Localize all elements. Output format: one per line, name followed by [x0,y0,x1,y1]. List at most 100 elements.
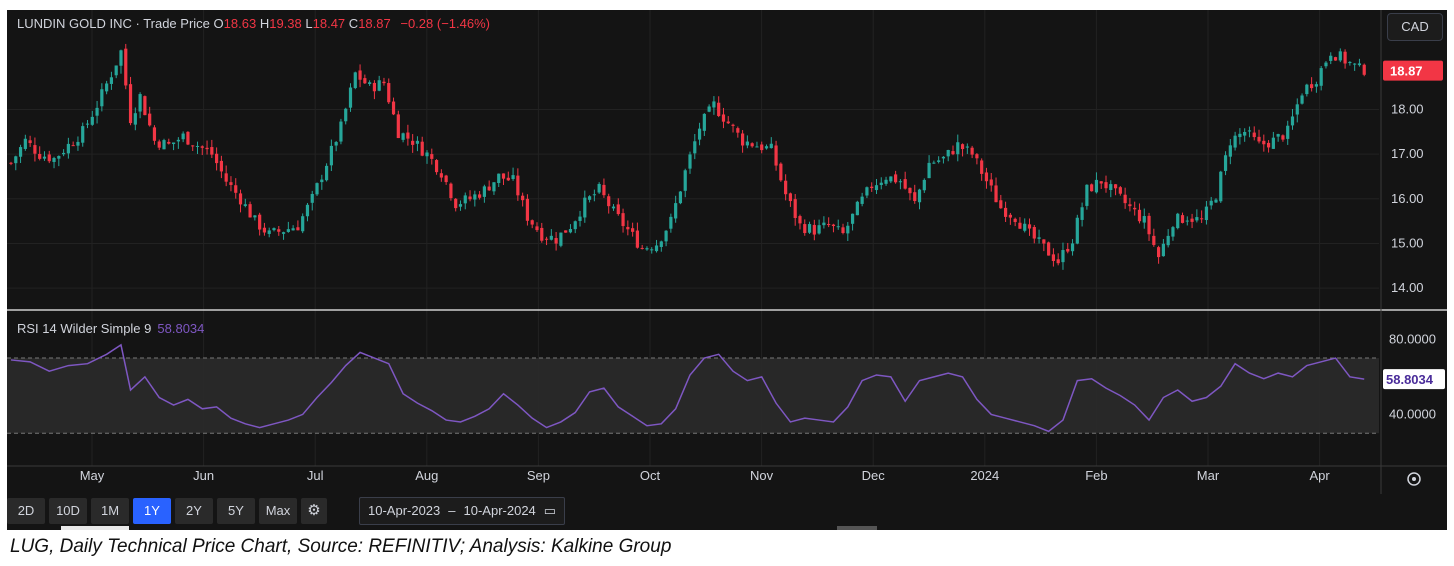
candle-body [740,133,745,146]
candle-body [114,65,118,76]
candle-body [721,114,726,122]
candle-body [1209,200,1213,206]
rsi-line [10,343,1365,433]
candle-body [1080,207,1084,220]
candle-body [1061,250,1065,263]
candle-body [506,177,510,181]
candle-body [559,232,563,246]
candle-body [678,191,683,204]
candle-body [530,220,534,225]
candle-body [1094,179,1099,193]
candle-body [587,196,592,200]
scrollbar-handle[interactable] [837,526,877,530]
scrollbar-thumb[interactable] [61,526,129,530]
range-button-1m[interactable]: 1M [91,498,129,524]
candle-body [1142,216,1146,223]
candle-body [23,138,27,149]
range-button-2y[interactable]: 2Y [175,498,213,524]
range-button-2d[interactable]: 2D [7,498,45,524]
candle-body [286,229,290,232]
candle-body [363,78,367,84]
candle-body [960,144,965,150]
candle-body [200,146,204,148]
candle-body [258,214,262,230]
candle-body [425,152,429,157]
candle-body [1286,125,1290,139]
calendar-icon[interactable]: ▭ [543,503,557,518]
candle-body [420,141,424,156]
range-button-5y[interactable]: 5Y [217,498,255,524]
candle-body [61,152,66,155]
candle-body [401,133,405,140]
candle-body [377,80,381,91]
candle-body [95,107,99,116]
time-tick-label: May [80,468,105,483]
time-tick-label: Aug [415,468,438,483]
candle-body [458,204,463,207]
candle-body [1085,184,1089,206]
candle-body [1310,84,1314,89]
candle-body [1051,254,1056,261]
candle-body [176,139,180,142]
candle-body [1180,215,1185,223]
candle-body [296,227,300,231]
chart-frame: 18.00 17.00 16.00 15.00 14.00 18.87 80.0000 40.… [7,10,1447,530]
candle-body [195,145,200,147]
candle-body [913,192,917,202]
candle-body [841,227,845,234]
candle-body [884,179,888,184]
candle-body [870,186,874,189]
candle-body [1243,131,1247,136]
rsi-tick-label: 80.0000 [1389,331,1436,346]
candle-body [1348,61,1352,63]
rsi-label: RSI 14 Wilder Simple 9 [17,321,152,336]
candle-body [611,206,616,209]
candle-body [607,196,611,207]
candle-body [1362,64,1366,75]
candle-body [1104,182,1108,189]
candle-body [124,48,128,86]
candle-body [1314,84,1319,87]
candle-body [234,185,238,193]
date-range-picker[interactable]: 10-Apr-2023 – 10-Apr-2024 ▭ [359,497,566,525]
change-value: −0.28 (−1.46%) [400,16,490,31]
candle-body [664,230,668,242]
candle-body [415,140,420,144]
candle-body [774,145,778,166]
currency-selector[interactable]: CAD [1387,13,1443,41]
candle-body [922,179,926,191]
candle-body [1171,227,1175,237]
candle-body [85,123,90,125]
candle-body [540,227,544,241]
candle-body [382,81,386,84]
candle-body [1195,217,1199,221]
range-button-10d[interactable]: 10D [49,498,87,524]
candle-body [965,146,969,148]
candle-body [855,201,859,216]
candle-body [956,142,960,155]
price-tick-label: 14.00 [1391,280,1424,295]
header-separator: · [131,16,144,31]
candle-body [717,102,721,117]
axis-settings-icon-center [1412,477,1416,481]
candle-body [516,175,520,196]
range-button-1y[interactable]: 1Y [133,498,171,524]
candle-body [71,145,75,147]
figure-caption: LUG, Daily Technical Price Chart, Source… [10,536,672,557]
candle-body [215,153,219,164]
gear-icon[interactable]: ⚙ [301,498,327,524]
candle-body [1238,133,1242,138]
chart-canvas[interactable]: 18.00 17.00 16.00 15.00 14.00 18.87 80.0000 40.… [7,10,1447,530]
candle-body [1257,136,1261,142]
candle-body [779,163,783,181]
candle-body [109,77,114,84]
candle-body [277,229,281,232]
candle-body [865,187,869,196]
candle-body [18,147,23,157]
range-button-max[interactable]: Max [259,498,297,524]
candle-body [1357,63,1362,66]
candle-body [138,94,142,112]
candle-body [726,121,730,124]
candle-body [1266,142,1271,148]
candle-body [119,50,123,66]
